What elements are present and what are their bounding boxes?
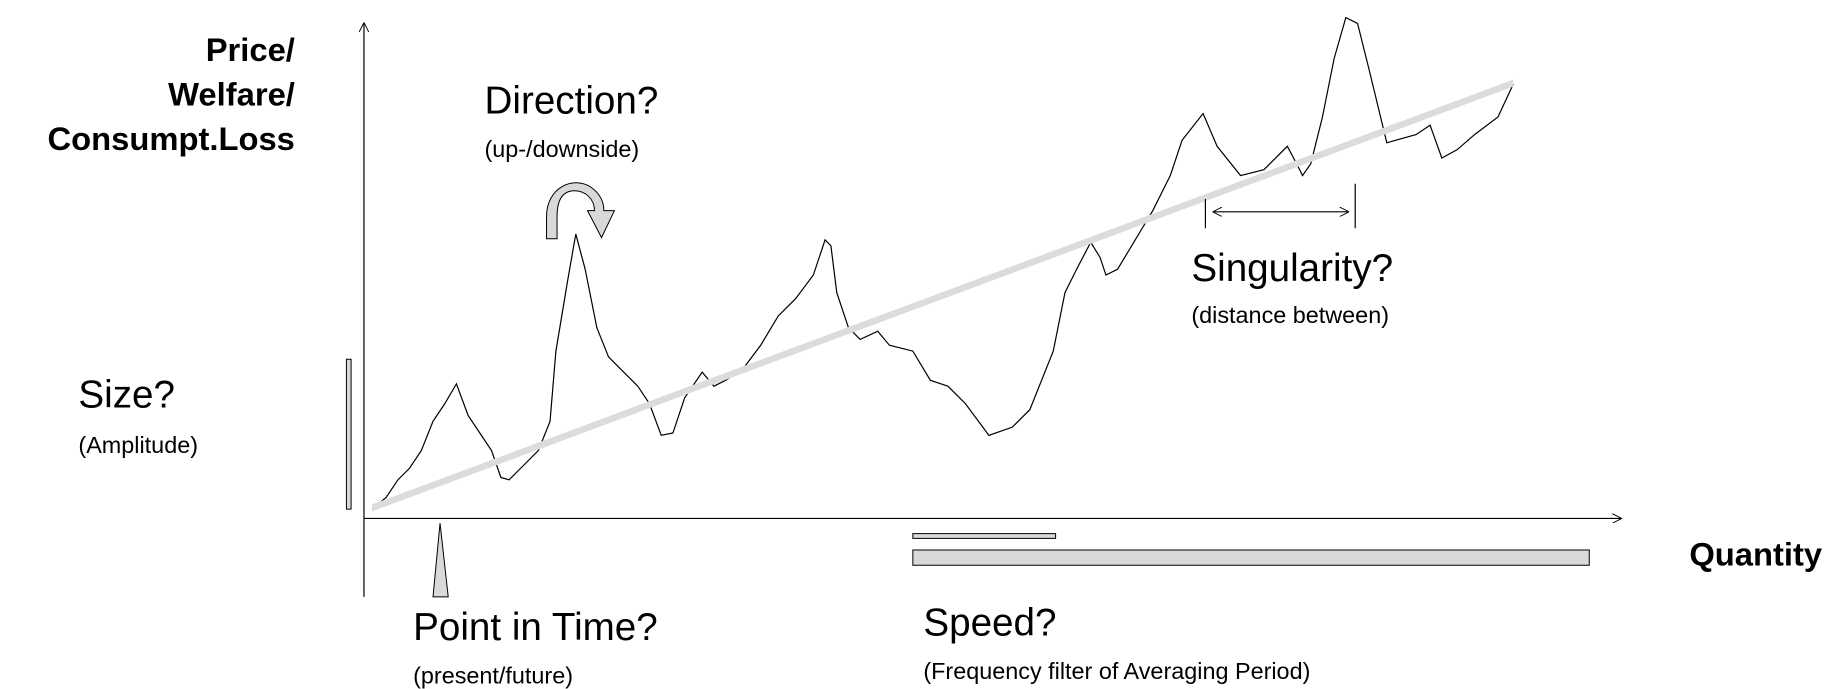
annotation-title: Direction? [485, 80, 659, 123]
time-marker [433, 523, 448, 597]
annotation-subtitle: (present/future) [413, 662, 573, 688]
content: Price/ Welfare/ Consumpt.Loss Quantity D… [47, 18, 1823, 688]
y-axis-label: Consumpt.Loss [47, 120, 294, 157]
amplitude-bar [346, 359, 351, 509]
price-curve [372, 18, 1513, 510]
annotation-subtitle: (Frequency filter of Averaging Period) [923, 658, 1310, 684]
long-period-bar [913, 550, 1589, 565]
y-axis-label: Welfare/ [168, 75, 295, 112]
annotation-subtitle: (up-/downside) [485, 136, 640, 162]
annotation-title: Size? [78, 373, 175, 416]
annotation-title: Singularity? [1191, 247, 1393, 290]
trend-band [372, 79, 1514, 512]
x-axis-label: Quantity [1689, 535, 1823, 572]
annotation-title: Point in Time? [413, 606, 658, 649]
direction-arrow [547, 183, 615, 239]
annotation-subtitle: (distance between) [1191, 302, 1389, 328]
annotation-title: Speed? [923, 601, 1056, 644]
y-axis-label: Price/ [206, 31, 295, 68]
short-period-bar [913, 534, 1056, 539]
annotation-subtitle: (Amplitude) [78, 432, 198, 458]
